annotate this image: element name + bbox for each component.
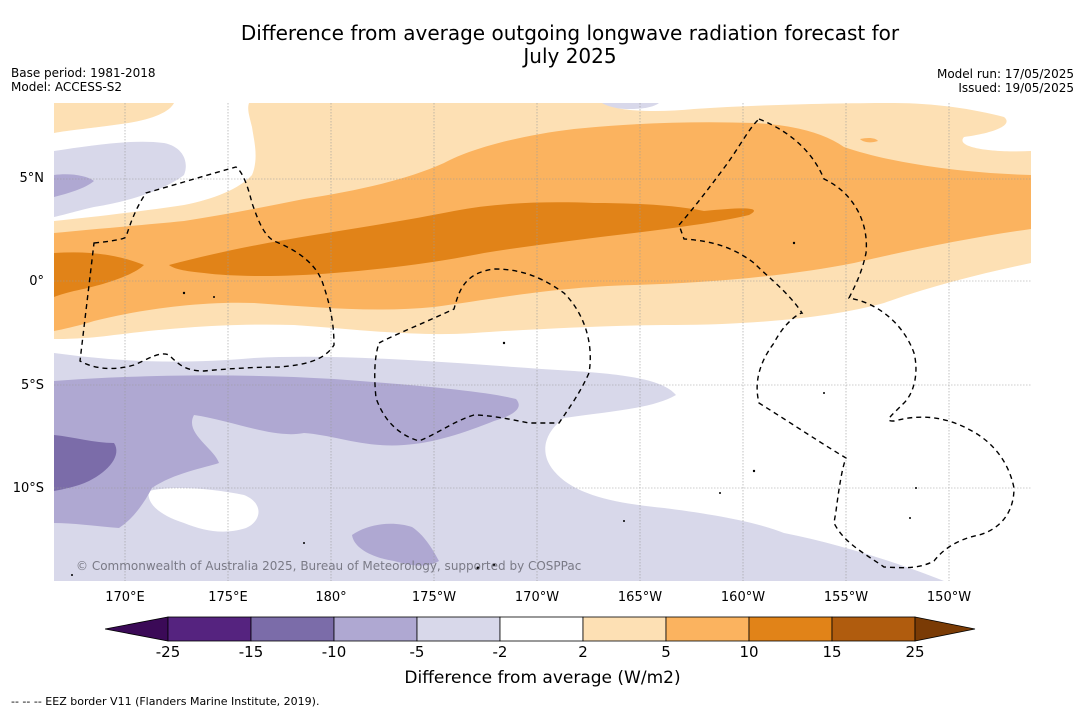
lon-label-175w: 175°W [411,590,457,605]
colorbar-tick: 10 [739,643,759,661]
lat-label-10s: 10°S [12,481,44,496]
colorbar-segment [582,616,667,642]
model-run: Model run: 17/05/2025 [936,67,1074,81]
colorbar-segment [499,616,584,642]
chart-title: Difference from average outgoing longwav… [0,22,1085,68]
eez-border-central [374,268,591,442]
colorbar-segment [831,616,916,642]
anomaly-zone-minus10-to-minus15-south [54,435,117,491]
neutral-patch-south [148,488,259,532]
anomaly-zone-minus2-to-minus5-top [602,103,659,109]
colorbar-tick: -5 [409,643,425,661]
colorbar-title: Difference from average (W/m2) [404,668,681,688]
colorbar-extend-high [914,616,976,642]
title-line-1: Difference from average outgoing longwav… [240,21,900,45]
lon-label-180: 180° [315,590,347,605]
copyright-notice: © Commonwealth of Australia 2025, Bureau… [76,559,582,573]
lon-label-160w: 160°W [720,590,766,605]
colorbar-tick: -25 [155,643,181,661]
colorbar-tick: 5 [661,643,671,661]
model-name: Model: ACCESS-S2 [11,80,123,94]
lat-label-5s: 5°S [20,378,44,393]
colorbar [105,616,976,642]
colorbar-segment [333,616,418,642]
colorbar-tick: 15 [822,643,842,661]
meta-left: Base period: 1981-2018 Model: ACCESS-S2 [11,66,156,94]
lon-label-150w: 150°W [926,590,972,605]
lon-label-170e: 170°E [105,590,145,605]
base-period: Base period: 1981-2018 [11,66,156,80]
colorbar-tick: -2 [492,643,508,661]
eez-border-east [678,118,1015,569]
anomaly-zone-minus5-to-minus10-south-patch [352,523,439,566]
issued-date: Issued: 19/05/2025 [958,81,1074,95]
lon-label-155w: 155°W [823,590,869,605]
island-dots [71,241,917,576]
colorbar-tick: -15 [238,643,264,661]
anomaly-zone-minus2-to-minus5-north [54,141,186,217]
colorbar-segment [167,616,252,642]
eez-borders [79,118,1015,569]
anomaly-zone-10-to-15 [54,202,754,297]
title-line-2: July 2025 [523,44,617,68]
anomaly-zone-minus5-to-minus10-north [54,174,94,197]
colorbar-segment [416,616,501,642]
eez-legend-note: -- -- -- EEZ border V11 (Flanders Marine… [11,695,320,708]
anomaly-zone-orange-small [860,137,878,143]
lon-label-170w: 170°W [514,590,560,605]
colorbar-tick: 2 [578,643,588,661]
lon-label-165w: 165°W [617,590,663,605]
meta-right: Model run: 17/05/2025 Issued: 19/05/2025 [937,67,1074,95]
anomaly-zone-minus5-to-minus10-south [54,375,519,528]
lat-label-5n: 5°N [19,171,45,186]
latitude-gridlines [54,178,1031,489]
eez-border-west [79,166,335,372]
colorbar-extend-low [105,616,169,642]
lon-label-175e: 175°E [208,590,248,605]
lat-label-0: 0° [29,274,44,289]
colorbar-segment [250,616,335,642]
olr-anomaly-map [54,103,1031,581]
colorbar-segment [748,616,833,642]
colorbar-tick: -10 [321,643,347,661]
colorbar-tick: 25 [905,643,925,661]
colorbar-segment [665,616,750,642]
